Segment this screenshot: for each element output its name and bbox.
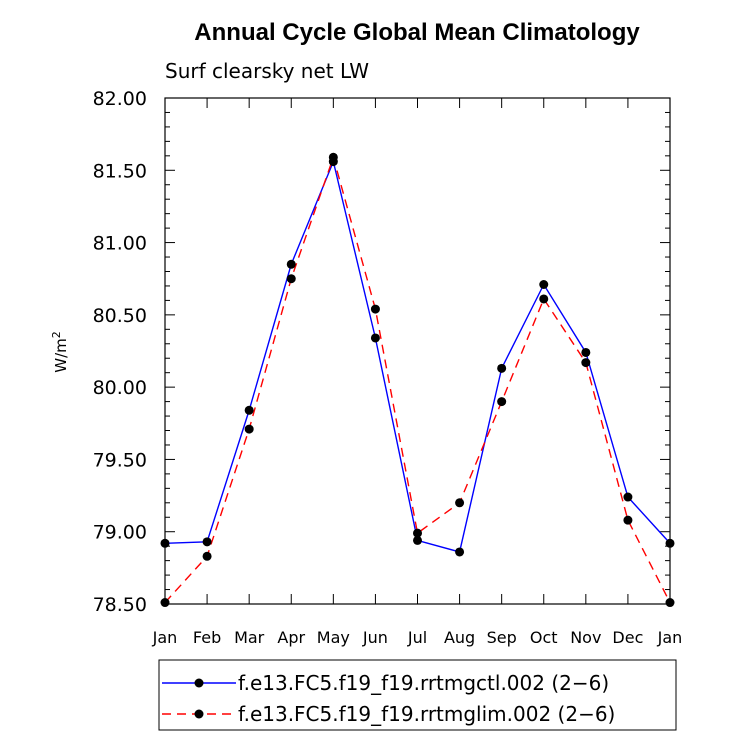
y-tick-label: 78.50 <box>93 594 147 616</box>
legend-label-2: f.e13.FC5.f19_f19.rrtmglim.002 (2−6) <box>238 702 615 726</box>
series-1-point <box>455 547 465 557</box>
x-tick-label: Oct <box>530 628 558 647</box>
series-1-point <box>286 259 296 269</box>
x-tick-label: Aug <box>444 628 475 647</box>
series-1-point <box>581 347 591 357</box>
x-tick-label: Sep <box>487 628 517 647</box>
series-2-point <box>539 294 549 304</box>
x-tick-label: Feb <box>193 628 221 647</box>
legend-label-1: f.e13.FC5.f19_f19.rrtmgctl.002 (2−6) <box>238 671 609 695</box>
x-tick-label: Jan <box>657 628 683 647</box>
y-tick-label: 79.00 <box>93 522 147 544</box>
legend-marker-2 <box>194 709 204 719</box>
series-2-point <box>581 358 591 368</box>
series-1-point <box>370 333 380 343</box>
x-tick-label: Jul <box>407 628 427 647</box>
y-tick-label: 80.50 <box>93 305 147 327</box>
y-tick-label: 81.50 <box>93 160 147 182</box>
legend-marker-1 <box>194 678 204 688</box>
series-2-point <box>665 598 675 608</box>
series-2-point <box>623 515 633 525</box>
y-axis-label: W/m2 <box>50 331 70 373</box>
series-1-point <box>623 492 633 502</box>
series-1-point <box>539 279 549 289</box>
series-1-point <box>202 537 212 547</box>
x-tick-label: Dec <box>612 628 643 647</box>
series-2-point <box>370 304 380 314</box>
y-tick-label: 79.50 <box>93 449 147 471</box>
y-tick-labels: 78.50 79.00 79.50 80.00 80.50 81.00 81.50 82.00 <box>93 88 147 616</box>
series-1-point <box>413 535 422 545</box>
series-2-point <box>455 498 465 508</box>
x-tick-label: Nov <box>570 628 601 647</box>
series-2-point <box>286 274 296 284</box>
x-tick-label: Apr <box>277 628 305 647</box>
x-tick-label: Jan <box>152 628 178 647</box>
x-tick-label: Mar <box>234 628 265 647</box>
y-tick-label: 80.00 <box>93 377 147 399</box>
y-tick-label: 81.00 <box>93 233 147 255</box>
chart-subtitle: Surf clearsky net LW <box>165 59 369 83</box>
series-1-point <box>497 363 507 373</box>
axis-ticks <box>164 97 671 605</box>
x-tick-label: Jun <box>362 628 388 647</box>
series-2-point <box>413 528 422 538</box>
chart-title: Annual Cycle Global Mean Climatology <box>194 19 640 46</box>
series-2-point <box>160 598 170 608</box>
legend: f.e13.FC5.f19_f19.rrtmgctl.002 (2−6) f.e1… <box>162 671 615 726</box>
legend-box <box>158 659 677 731</box>
x-tick-labels: Jan Feb Mar Apr May Jun Jul Aug Sep Oct Nov Dec Jan <box>152 628 683 647</box>
series-1-point <box>244 405 254 415</box>
series-2-point <box>328 152 338 162</box>
series-2-point <box>202 551 212 561</box>
x-tick-label: May <box>317 628 350 647</box>
series-1-point <box>160 538 170 548</box>
series-2-point <box>244 424 254 434</box>
plot-frame <box>164 97 671 605</box>
series-1-point <box>665 538 675 548</box>
series-2-point <box>497 397 507 407</box>
y-tick-label: 82.00 <box>93 88 147 110</box>
series-group <box>160 152 675 608</box>
series-line-1 <box>164 159 671 553</box>
